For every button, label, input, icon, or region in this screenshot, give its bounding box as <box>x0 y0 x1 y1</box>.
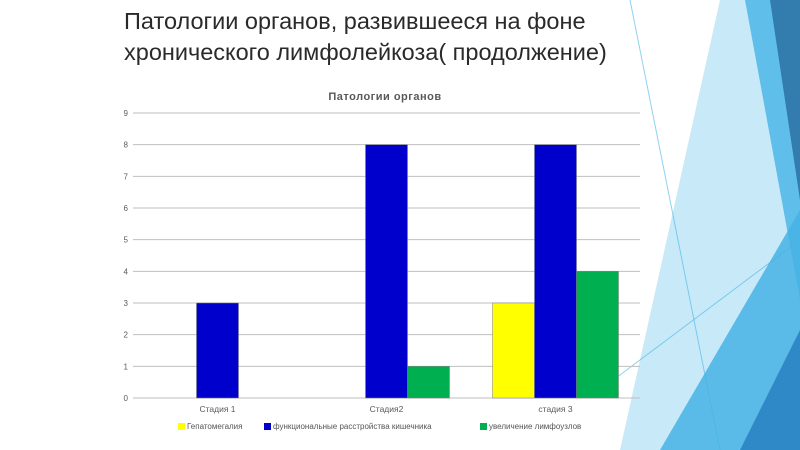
legend-label-lymph-nodes: увеличение лимфоузлов <box>489 422 582 431</box>
legend-swatch-lymph-nodes <box>480 423 487 430</box>
legend-item-hepatomegaly: Гепатомегалия <box>178 422 242 431</box>
y-tick-label: 3 <box>124 299 129 308</box>
deco-shape-bottom <box>660 210 800 450</box>
chart-legend: Гепатомегалия функциональные расстройств… <box>178 422 698 436</box>
legend-item-intestinal-disorders: функциональные расстройства кишечника <box>264 422 432 431</box>
deco-shape-corner <box>770 0 800 200</box>
y-tick-label: 0 <box>124 394 129 403</box>
deco-line-2 <box>599 239 800 391</box>
x-tick-label: Стадия 1 <box>199 404 235 414</box>
y-tick-label: 5 <box>124 236 129 245</box>
legend-swatch-intestinal-disorders <box>264 423 271 430</box>
legend-swatch-hepatomegaly <box>178 423 185 430</box>
bar-series1-cat3 <box>492 302 535 399</box>
y-tick-label: 8 <box>124 141 129 150</box>
x-tick-label: Стадия2 <box>370 404 404 414</box>
bar-series2-cat1 <box>196 302 239 399</box>
bar-series2-cat2 <box>365 144 408 399</box>
deco-line-1 <box>629 0 721 450</box>
y-tick-label: 2 <box>124 331 129 340</box>
y-tick-label: 6 <box>124 204 129 213</box>
legend-label-intestinal-disorders: функциональные расстройства кишечника <box>273 422 432 431</box>
y-tick-label: 4 <box>124 267 129 276</box>
y-tick-label: 1 <box>124 362 129 371</box>
y-tick-label: 7 <box>124 172 129 181</box>
bar-series3-cat2 <box>407 366 450 399</box>
x-tick-label: стадия 3 <box>538 404 572 414</box>
y-tick-label: 9 <box>124 109 129 118</box>
legend-item-lymph-nodes: увеличение лимфоузлов <box>480 422 581 431</box>
chart-title: Патологии органов <box>328 91 441 103</box>
bar-series3-cat3 <box>576 271 619 399</box>
legend-label-hepatomegaly: Гепатомегалия <box>187 422 243 431</box>
deco-shape-bottom-dark <box>740 330 800 450</box>
bar-series2-cat3 <box>534 144 577 399</box>
slide-title: Патологии органов, развившееся на фоне х… <box>124 8 607 65</box>
